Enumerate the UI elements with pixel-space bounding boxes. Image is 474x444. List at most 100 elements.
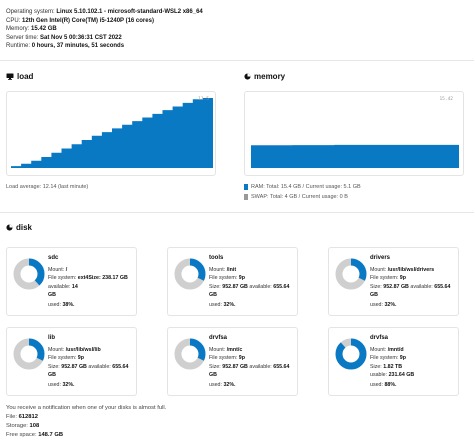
used-label: used:	[209, 382, 222, 388]
disk-details: Mount: /init File system: 9p Size: 952.8…	[209, 266, 297, 299]
mount-value: /usr/lib/wsl/lib	[65, 347, 101, 353]
size-value: 952.87 GB	[222, 363, 248, 370]
storage-value: 108	[29, 423, 40, 429]
mount-value: /mnt/c	[226, 347, 243, 353]
cpu-row: CPU: 12th Gen Intel(R) Core(TM) i5-1240P…	[6, 17, 203, 26]
swap-legend: SWAP: Total: 4 GB / Current usage: 0 B	[251, 194, 348, 200]
swap-legend-row: SWAP: Total: 4 GB / Current usage: 0 B	[244, 192, 361, 202]
divider	[0, 212, 474, 213]
used-label: used:	[370, 382, 383, 388]
disk-used: used: 38%.	[48, 302, 75, 308]
free-space-value: 148.7 GB	[38, 432, 64, 438]
fs-label: File system:	[370, 275, 399, 282]
runtime-value: 0 hours, 37 minutes, 51 seconds	[31, 43, 125, 50]
mount-label: Mount:	[370, 347, 387, 353]
system-info: Operating system: Linux 5.10.102.1 - mic…	[6, 8, 203, 51]
fs-value: 9p	[399, 275, 406, 282]
disk-card-drvfsa-d: drvfsa Mount: /mnt/d File system: 9p Siz…	[328, 327, 459, 396]
disk-usage-donut	[335, 258, 367, 290]
os-label: Operating system:	[6, 9, 55, 15]
load-title: load	[17, 72, 34, 81]
size-value: 1.82 TB	[383, 363, 403, 370]
used-label: used:	[48, 302, 61, 308]
disk-used: used: 32%.	[48, 382, 75, 388]
disk-heading: disk	[6, 223, 32, 232]
disk-name: drivers	[370, 255, 391, 261]
size-value: 952.87 GB	[61, 363, 87, 370]
load-chart: 11.5	[6, 91, 216, 176]
file-value: 612812	[18, 414, 38, 420]
disk-details: Mount: /mnt/c File system: 9p Size: 952.…	[209, 346, 297, 379]
ram-legend-row: RAM: Total: 15.4 GB / Current usage: 5.1…	[244, 182, 361, 192]
storage-label: Storage:	[6, 423, 28, 429]
disk-name: lib	[48, 335, 55, 341]
used-value: 88%.	[384, 382, 397, 388]
disk-used: used: 88%.	[370, 382, 397, 388]
fs-label: File system:	[209, 275, 238, 282]
pie-icon	[6, 224, 13, 231]
donut-used-slice	[13, 258, 45, 290]
notification-text: You receive a notification when one of y…	[6, 405, 167, 411]
memory-row: Memory: 15.42 GB	[6, 25, 203, 34]
divider	[0, 60, 474, 61]
mount-label: Mount:	[209, 347, 226, 353]
load-area-series	[11, 98, 213, 168]
fs-value: 9p	[238, 275, 245, 282]
file-label: File:	[6, 414, 17, 420]
available-value: 655.64 GB	[209, 283, 290, 298]
memory-value: 15.42 GB	[31, 26, 57, 33]
size-label: Size:	[370, 283, 382, 290]
os-value: Linux 5.10.102.1 - microsoft-standard-WS…	[56, 9, 203, 15]
memory-chart-svg	[251, 144, 459, 168]
server-time-value: Sat Nov 5 00:36:31 CST 2022	[40, 34, 122, 41]
disk-usage-donut	[174, 338, 206, 370]
runtime-row: Runtime: 0 hours, 37 minutes, 51 seconds	[6, 42, 203, 51]
fs-label: File system:	[48, 355, 77, 362]
fs-value: 9p	[238, 355, 245, 362]
mount-value: /mnt/d	[387, 347, 404, 353]
disk-details: Mount: /usr/lib/wsl/lib File system: 9p …	[48, 346, 136, 379]
disk-usage-donut	[13, 338, 45, 370]
used-value: 32%.	[384, 302, 397, 308]
used-value: 32%.	[223, 302, 236, 308]
donut-used-slice	[174, 258, 206, 290]
memory-label: Memory:	[6, 26, 30, 33]
file-row: File: 612812	[6, 413, 166, 422]
size-label: Size:	[209, 363, 221, 370]
pie-icon	[244, 73, 251, 80]
memory-title: memory	[254, 72, 286, 81]
disk-card-sdc: sdc Mount: / File system: ext4Size: 238.…	[6, 247, 137, 316]
usable-value: 231.64 GB	[388, 371, 415, 378]
ram-legend: RAM: Total: 15.4 GB / Current usage: 5.1…	[251, 184, 361, 190]
memory-area-series	[251, 144, 459, 168]
memory-peak-label: 15.42	[439, 97, 453, 102]
disk-used: used: 32%.	[370, 302, 397, 308]
disk-used: used: 32%.	[209, 382, 236, 388]
cpu-label: CPU:	[6, 17, 21, 24]
mount-value: /init	[226, 267, 237, 273]
donut-used-slice	[335, 258, 367, 290]
size-label: Size:	[209, 283, 221, 290]
available-label: available:	[249, 363, 272, 370]
load-peak-label: 11.5	[198, 97, 209, 102]
swap-swatch	[244, 194, 248, 200]
load-heading: load	[6, 72, 33, 81]
mount-label: Mount:	[48, 347, 65, 353]
size-value: 238.17 GB	[102, 275, 128, 282]
used-label: used:	[209, 302, 222, 308]
disk-name: drvfsa	[209, 335, 228, 341]
fs-label: File system:	[209, 355, 238, 362]
disk-card-drivers: drivers Mount: /usr/lib/wsl/drivers File…	[328, 247, 459, 316]
memory-chart: 15.42	[244, 91, 464, 176]
disk-card-tools: tools Mount: /init File system: 9p Size:…	[167, 247, 298, 316]
used-value: 38%.	[62, 302, 75, 308]
mount-label: Mount:	[48, 267, 65, 273]
cpu-value: 12th Gen Intel(R) Core(TM) i5-1240P (16 …	[22, 17, 154, 24]
disk-details: Mount: / File system: ext4Size: 238.17 G…	[48, 266, 136, 299]
footer: You receive a notification when one of y…	[6, 404, 166, 440]
disk-name: drvfsa	[370, 335, 389, 341]
disk-name: tools	[209, 255, 224, 261]
load-chart-svg	[11, 98, 213, 168]
available-value: 14	[71, 283, 78, 290]
size-label: Size:	[370, 363, 382, 370]
